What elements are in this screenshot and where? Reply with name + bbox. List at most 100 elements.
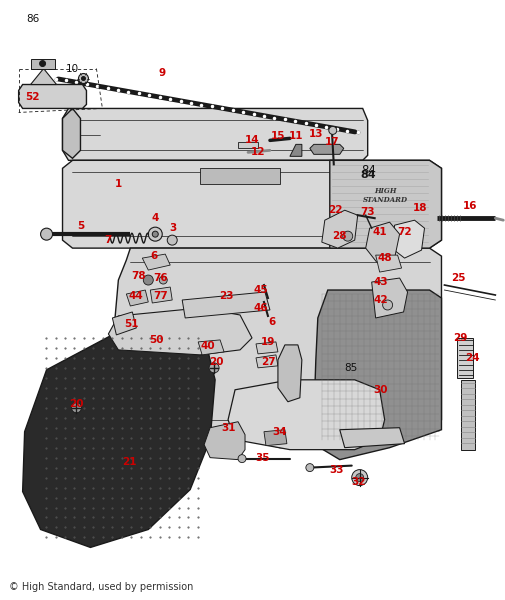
Text: 41: 41 xyxy=(372,227,386,237)
Polygon shape xyxy=(289,145,301,157)
Polygon shape xyxy=(30,59,55,68)
Text: 3: 3 xyxy=(169,223,176,233)
Text: 15: 15 xyxy=(270,131,285,142)
Text: 27: 27 xyxy=(260,357,275,367)
Circle shape xyxy=(209,363,219,373)
Polygon shape xyxy=(182,292,270,318)
Text: 35: 35 xyxy=(255,452,270,463)
Text: 48: 48 xyxy=(377,253,391,263)
Bar xyxy=(457,338,473,378)
Text: 4: 4 xyxy=(152,213,159,223)
Circle shape xyxy=(40,228,53,240)
Text: 51: 51 xyxy=(124,319,138,329)
Polygon shape xyxy=(112,312,136,335)
Text: 10: 10 xyxy=(66,64,79,74)
Polygon shape xyxy=(339,428,404,448)
Circle shape xyxy=(351,470,367,485)
Polygon shape xyxy=(391,220,424,258)
Polygon shape xyxy=(142,254,170,270)
Text: 73: 73 xyxy=(360,207,374,217)
Text: 14: 14 xyxy=(244,136,259,145)
Text: 13: 13 xyxy=(308,130,322,139)
Text: 72: 72 xyxy=(396,227,411,237)
Text: 9: 9 xyxy=(159,68,166,77)
Text: 6: 6 xyxy=(268,317,275,327)
Text: 12: 12 xyxy=(250,148,265,157)
Polygon shape xyxy=(228,380,384,449)
Circle shape xyxy=(355,473,363,482)
Circle shape xyxy=(39,61,45,67)
Text: © High Standard, used by permission: © High Standard, used by permission xyxy=(9,583,193,592)
Polygon shape xyxy=(237,142,258,148)
Text: 11: 11 xyxy=(288,131,302,142)
Text: 31: 31 xyxy=(220,423,235,433)
Text: 25: 25 xyxy=(450,273,465,283)
Polygon shape xyxy=(309,145,343,154)
Text: 17: 17 xyxy=(324,137,338,148)
Polygon shape xyxy=(200,169,279,184)
Polygon shape xyxy=(375,255,401,272)
Circle shape xyxy=(152,231,158,237)
Polygon shape xyxy=(112,248,440,448)
Text: 84: 84 xyxy=(360,170,376,180)
Text: 45: 45 xyxy=(253,285,268,295)
Text: 50: 50 xyxy=(148,335,163,345)
Polygon shape xyxy=(198,340,224,355)
Text: 42: 42 xyxy=(373,295,387,305)
Text: 84: 84 xyxy=(361,164,375,177)
Text: 44: 44 xyxy=(129,291,143,301)
Polygon shape xyxy=(19,85,86,109)
Text: 20: 20 xyxy=(69,399,83,409)
Text: 85: 85 xyxy=(343,363,357,373)
Text: 23: 23 xyxy=(218,291,233,301)
Circle shape xyxy=(159,276,167,284)
Text: 32: 32 xyxy=(351,476,365,487)
Polygon shape xyxy=(204,422,244,460)
Text: 20: 20 xyxy=(209,357,223,367)
Text: 28: 28 xyxy=(332,231,346,241)
Text: 19: 19 xyxy=(260,337,275,347)
Text: 1: 1 xyxy=(115,179,122,189)
Polygon shape xyxy=(30,68,57,85)
Text: 33: 33 xyxy=(329,464,343,475)
Polygon shape xyxy=(150,287,172,303)
Polygon shape xyxy=(63,109,80,158)
Text: HIGH
STANDARD: HIGH STANDARD xyxy=(363,187,408,204)
Text: 46: 46 xyxy=(253,303,268,313)
Text: 43: 43 xyxy=(373,277,387,287)
Circle shape xyxy=(148,227,162,241)
Circle shape xyxy=(305,464,313,472)
Text: 6: 6 xyxy=(150,251,158,261)
Text: 78: 78 xyxy=(131,271,145,281)
Text: 76: 76 xyxy=(153,273,167,283)
Text: 18: 18 xyxy=(413,203,427,213)
Text: 5: 5 xyxy=(77,221,84,231)
Polygon shape xyxy=(321,210,357,248)
Circle shape xyxy=(328,127,336,134)
Polygon shape xyxy=(63,160,440,248)
Circle shape xyxy=(78,74,88,83)
Polygon shape xyxy=(23,320,215,547)
Circle shape xyxy=(81,77,85,80)
Text: 29: 29 xyxy=(452,333,467,343)
Text: 86: 86 xyxy=(26,14,39,23)
Text: 16: 16 xyxy=(462,201,477,211)
Polygon shape xyxy=(277,345,301,402)
Text: 22: 22 xyxy=(328,205,342,215)
Circle shape xyxy=(342,231,352,241)
Text: 52: 52 xyxy=(25,92,40,103)
Polygon shape xyxy=(256,342,277,354)
Text: 24: 24 xyxy=(464,353,479,363)
Text: 77: 77 xyxy=(153,291,167,301)
Polygon shape xyxy=(256,355,277,368)
Polygon shape xyxy=(365,222,399,262)
Polygon shape xyxy=(371,278,407,318)
Polygon shape xyxy=(108,308,251,355)
Polygon shape xyxy=(313,290,440,460)
Polygon shape xyxy=(329,160,440,248)
Bar xyxy=(461,380,475,449)
Polygon shape xyxy=(264,430,286,446)
Circle shape xyxy=(167,235,177,245)
Circle shape xyxy=(71,403,81,413)
Circle shape xyxy=(382,300,392,310)
